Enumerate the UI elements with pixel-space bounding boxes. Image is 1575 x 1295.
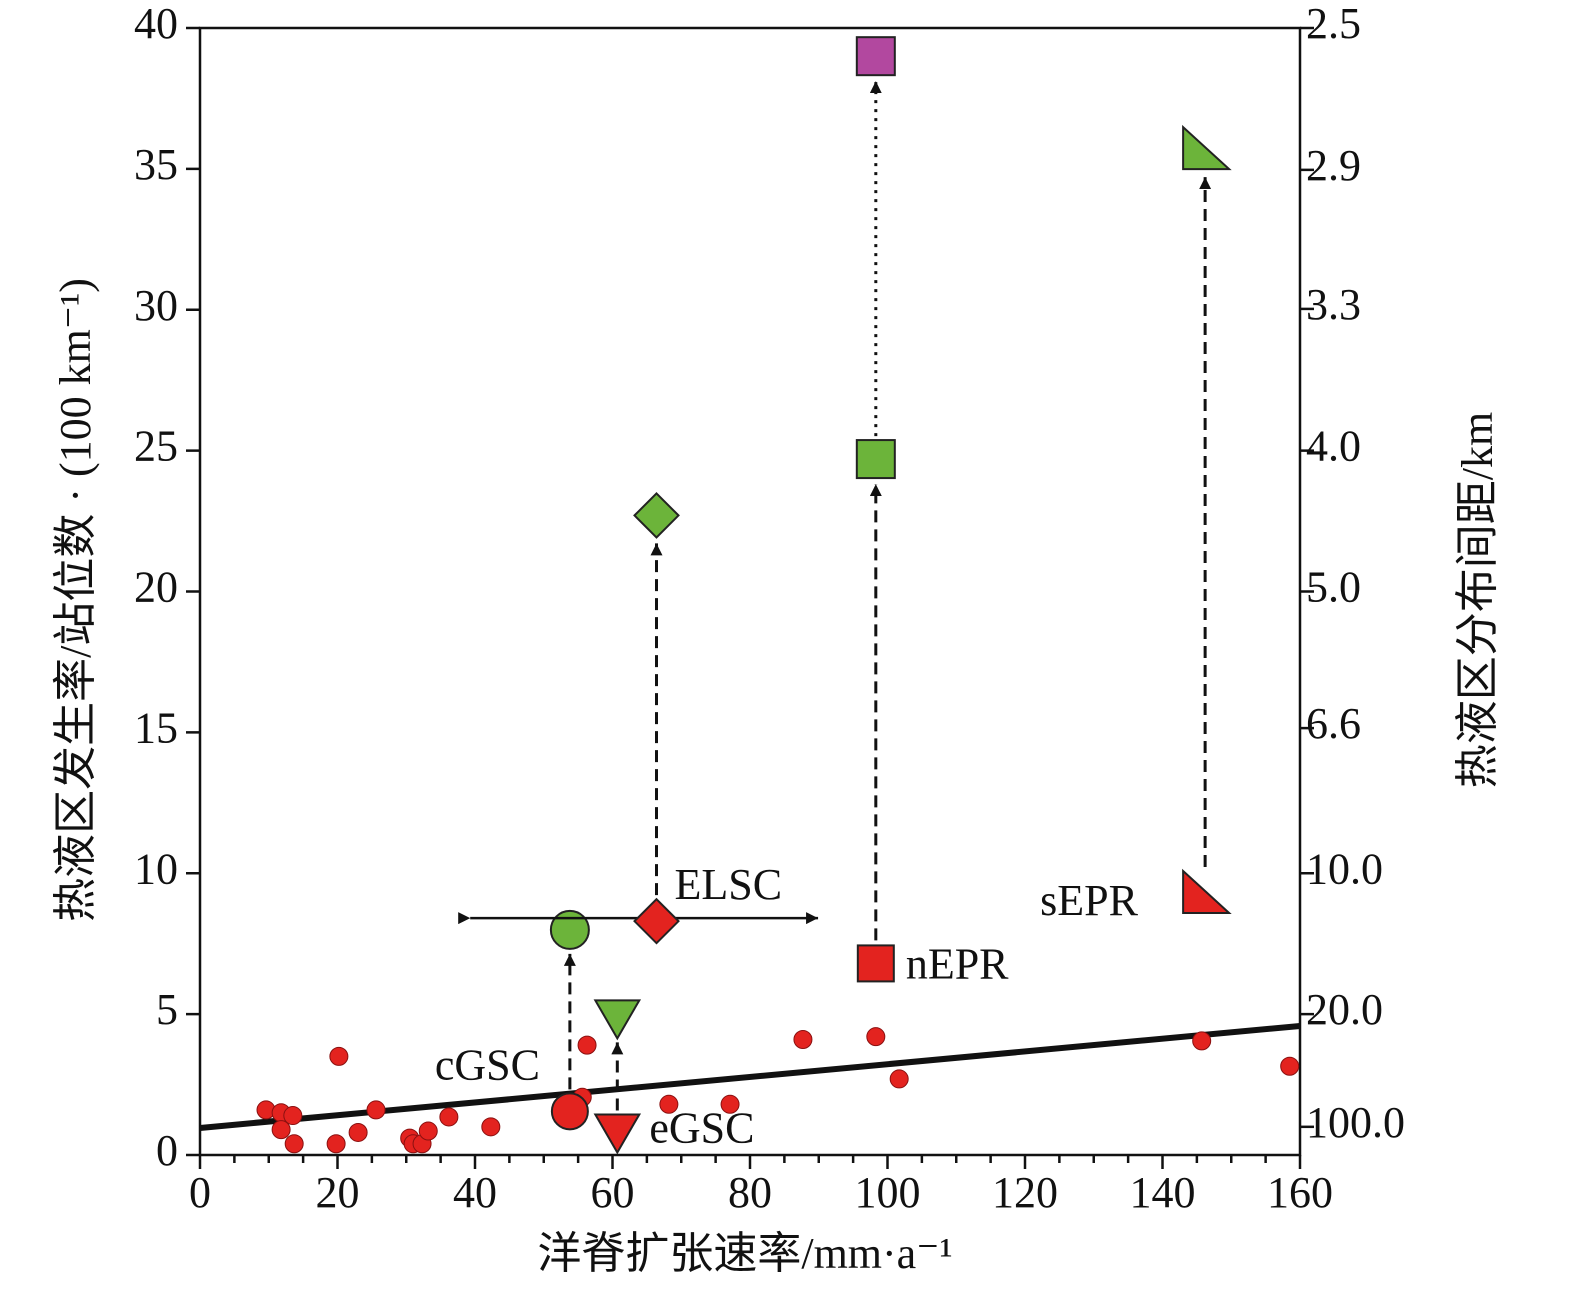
y2-tick-label: 100.0 — [1306, 1098, 1405, 1147]
y-tick-label: 35 — [134, 140, 178, 189]
ridge-marker — [633, 492, 680, 539]
data-point — [271, 1120, 291, 1140]
y-tick-label: 40 — [134, 0, 178, 48]
data-point — [577, 1035, 597, 1055]
ridge-marker — [855, 439, 896, 480]
y2-tick-label: 20.0 — [1306, 985, 1383, 1034]
x-tick-label: 20 — [316, 1168, 360, 1217]
y-tick-label: 0 — [156, 1126, 178, 1175]
data-point — [1192, 1031, 1212, 1051]
y-tick-label: 20 — [134, 563, 178, 612]
y-tick-label: 30 — [134, 281, 178, 330]
ridge-label: nEPR — [906, 940, 1009, 989]
ridge-marker — [1182, 124, 1232, 171]
x-tick-label: 140 — [1130, 1168, 1196, 1217]
y-tick-label: 25 — [134, 422, 178, 471]
ridge-marker — [633, 897, 680, 945]
data-point — [284, 1134, 304, 1154]
ridge-label: ELSC — [675, 860, 783, 909]
y2-tick-label: 2.9 — [1306, 141, 1361, 190]
x-tick-label: 100 — [855, 1168, 921, 1217]
data-point — [793, 1029, 813, 1049]
y2-tick-label: 10.0 — [1306, 844, 1383, 893]
data-point — [866, 1027, 886, 1047]
data-point — [329, 1046, 349, 1066]
y2-tick-label: 6.6 — [1306, 699, 1361, 748]
y-tick-label: 5 — [156, 985, 178, 1034]
x-tick-label: 80 — [728, 1168, 772, 1217]
data-point — [348, 1122, 368, 1142]
ridge-label: eGSC — [649, 1104, 754, 1153]
ridge-marker — [550, 1092, 589, 1131]
y-axis-title: 热液区发生率/站位数 · (100 km⁻¹) — [51, 278, 100, 922]
y2-tick-label: 3.3 — [1306, 280, 1361, 329]
y2-tick-label: 4.0 — [1306, 422, 1361, 471]
y2-tick-label: 5.0 — [1306, 563, 1361, 612]
ridge-marker — [593, 1113, 642, 1155]
y-tick-label: 15 — [134, 703, 178, 752]
ridge-marker — [856, 944, 895, 983]
axes-frame — [198, 26, 1302, 1157]
data-point — [418, 1121, 438, 1141]
x-tick-label: 40 — [453, 1168, 497, 1217]
data-point — [481, 1117, 501, 1137]
ridge-marker — [549, 909, 590, 950]
data-point — [1280, 1056, 1300, 1076]
data-point — [326, 1134, 346, 1154]
y2-axis-title: 热液区分布间距/km — [1453, 412, 1502, 788]
x-axis-title: 洋脊扩张速率/mm·a⁻¹ — [537, 1229, 952, 1278]
data-point — [283, 1106, 303, 1126]
data-point — [439, 1107, 459, 1127]
x-tick-label: 120 — [992, 1168, 1058, 1217]
ridge-label: cGSC — [435, 1040, 540, 1089]
ridge-marker — [593, 999, 642, 1041]
ridge-marker — [1182, 868, 1232, 914]
y2-tick-label: 2.5 — [1306, 0, 1361, 48]
data-point — [366, 1100, 386, 1120]
data-point — [659, 1094, 679, 1114]
data-point — [889, 1069, 909, 1089]
ridge-label: sEPR — [1040, 876, 1138, 925]
data-point — [720, 1094, 740, 1114]
ridge-marker — [855, 36, 896, 77]
y-tick-label: 10 — [134, 844, 178, 893]
x-tick-label: 0 — [189, 1168, 211, 1217]
x-tick-label: 60 — [591, 1168, 635, 1217]
x-tick-label: 160 — [1267, 1168, 1333, 1217]
